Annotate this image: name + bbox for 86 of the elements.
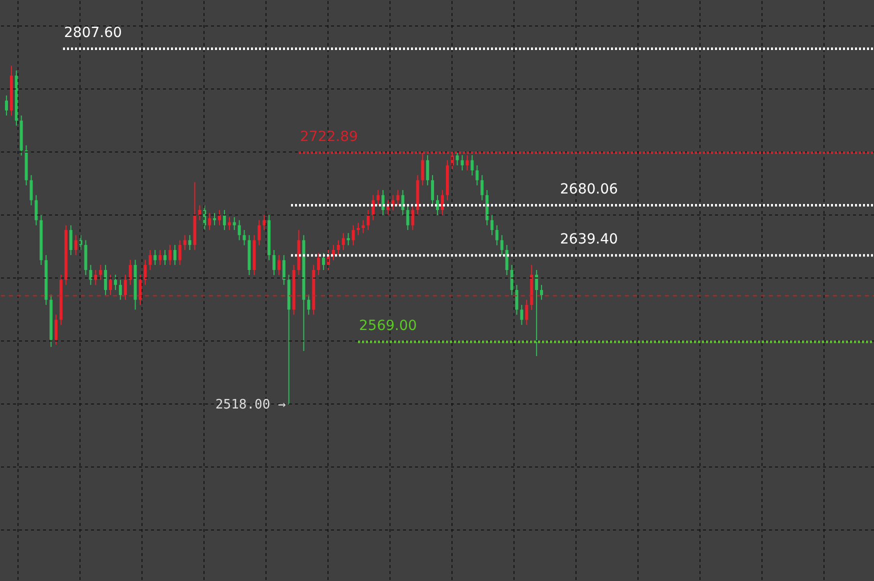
- candlestick: [317, 252, 320, 276]
- candlestick: [495, 224, 498, 246]
- candlestick: [346, 232, 350, 246]
- candlestick: [164, 250, 167, 266]
- candlestick: [362, 220, 365, 234]
- candlestick: [490, 214, 494, 236]
- candlestick: [183, 234, 186, 251]
- candlestick: [440, 190, 444, 216]
- candlestick: [381, 190, 384, 216]
- candlestick: [466, 154, 469, 171]
- candlestick: [178, 240, 182, 266]
- candlestick: [158, 250, 162, 266]
- candlestick: [138, 274, 142, 306]
- candlestick: [505, 244, 508, 276]
- candlestick: [154, 250, 157, 266]
- candlestick: [401, 190, 404, 216]
- candlestick: [262, 214, 266, 231]
- candlestick: [228, 216, 231, 231]
- candlestick: [213, 212, 216, 226]
- candlestick: [366, 210, 370, 231]
- candlestick: [421, 152, 424, 186]
- candlestick: [535, 270, 538, 357]
- candlestick: [109, 274, 112, 296]
- candlestick: [396, 190, 400, 206]
- candlestick: [99, 264, 102, 280]
- candlestick: [391, 194, 394, 211]
- candlestick: [173, 244, 176, 266]
- candlestick: [94, 270, 98, 286]
- candlestick: [168, 244, 172, 266]
- candlestick: [282, 254, 286, 286]
- candlestick: [480, 174, 484, 201]
- candlestick: [148, 250, 152, 271]
- candlestick: [277, 254, 280, 276]
- candlestick: [232, 216, 236, 231]
- annotation: 2722.89: [300, 128, 358, 145]
- candlestick: [198, 204, 202, 221]
- candlestick: [238, 220, 241, 241]
- candlestick: [356, 222, 360, 236]
- candlestick: [272, 250, 276, 276]
- candlestick: [89, 264, 92, 286]
- candlestick: [74, 234, 78, 256]
- candlestick: [118, 279, 122, 300]
- candlestick: [470, 154, 474, 176]
- candlestick: [515, 284, 518, 316]
- candlestick: [510, 264, 514, 296]
- candlestick: [411, 204, 414, 231]
- candlestick: [431, 174, 434, 206]
- candlestick: [258, 220, 261, 246]
- candlestick: [218, 210, 222, 226]
- candlestick: [54, 314, 58, 346]
- candlestick: [128, 259, 132, 286]
- candlestick: [376, 190, 380, 206]
- candlestick: [500, 234, 504, 256]
- candlestick: [34, 194, 38, 226]
- candlestick: [222, 210, 226, 231]
- text: 2639.40: [560, 231, 618, 248]
- candlestick: [426, 154, 430, 186]
- text: 2807.60: [64, 24, 122, 41]
- candlestick: [525, 299, 528, 326]
- candlestick: [476, 164, 479, 186]
- candlestick: [242, 230, 246, 246]
- candlestick: [114, 274, 117, 290]
- candlestick: [69, 224, 72, 256]
- candlestick: [352, 224, 355, 246]
- candlestick: [144, 259, 147, 286]
- candlestick: [406, 204, 410, 231]
- candlestick: [520, 304, 524, 326]
- candlestick: [456, 152, 459, 166]
- candlestick: [372, 194, 375, 221]
- candlestick: [332, 244, 335, 261]
- candlestick: [208, 212, 212, 231]
- candlestick: [336, 240, 340, 256]
- candlestick: [4, 95, 8, 116]
- candlestick: [540, 284, 544, 300]
- candlestick: [460, 154, 464, 171]
- annotation: 2569.00: [359, 318, 417, 334]
- candlestick: [436, 194, 439, 216]
- candlestick: [188, 234, 192, 251]
- candlestick: [307, 294, 310, 316]
- candlestick: [124, 274, 127, 300]
- candlestick: [322, 252, 326, 271]
- text: 2680.06: [560, 181, 618, 198]
- candlestick: [30, 174, 33, 206]
- candlestick: [104, 264, 108, 296]
- candlestick: [342, 232, 345, 251]
- annotation: 2518.00 →: [215, 398, 286, 413]
